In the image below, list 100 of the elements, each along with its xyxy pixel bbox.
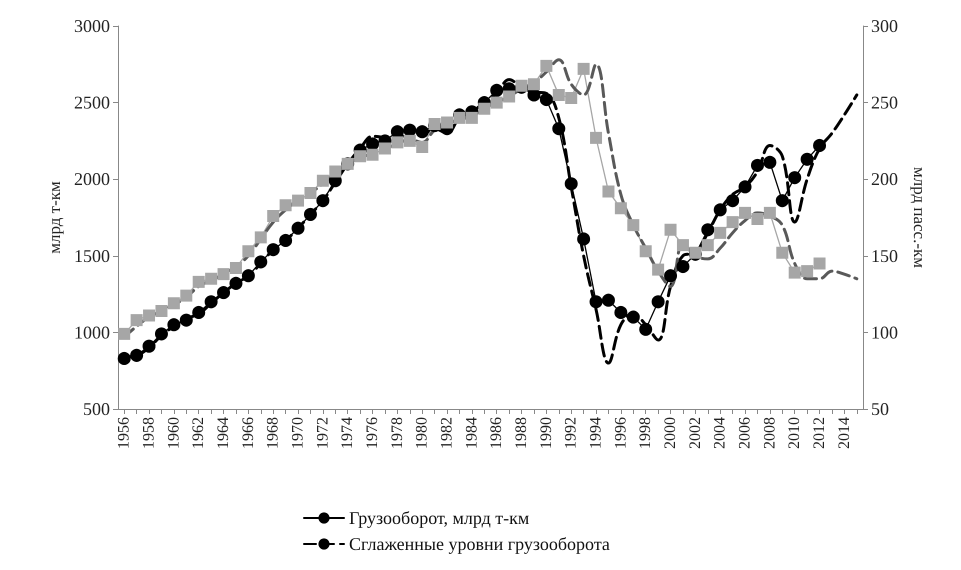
- point: [242, 269, 255, 282]
- x-tick-label: 1986: [488, 417, 506, 449]
- x-tick-label: 2002: [686, 417, 704, 449]
- point: [130, 348, 144, 362]
- x-tick-label: 1974: [339, 417, 356, 449]
- y-tick-label: 3000: [74, 16, 110, 36]
- x-tick-label: 2012: [811, 417, 828, 449]
- point: [776, 246, 788, 259]
- y-tick-label: 2000: [74, 169, 110, 190]
- point: [602, 185, 614, 198]
- y2-tick-label: 50: [871, 399, 889, 419]
- point: [204, 295, 218, 308]
- point: [292, 194, 304, 207]
- point: [180, 314, 193, 327]
- point: [652, 295, 665, 308]
- point: [192, 306, 206, 319]
- point: [552, 122, 566, 136]
- point: [354, 150, 366, 162]
- y2-tick-label: 200: [871, 169, 898, 190]
- point: [750, 158, 764, 172]
- point: [503, 90, 516, 102]
- x-tick-label: 1976: [364, 417, 382, 449]
- point: [763, 156, 776, 169]
- point: [155, 304, 168, 317]
- x-tick-label: 2006: [736, 417, 754, 449]
- point: [118, 352, 131, 365]
- x-tick-label: 2014: [836, 417, 853, 449]
- x-tick-label: 1964: [215, 417, 232, 449]
- point: [416, 125, 429, 138]
- x-tick-label: 1966: [240, 417, 257, 449]
- point: [329, 166, 342, 178]
- point: [466, 112, 478, 124]
- point: [639, 322, 652, 336]
- point: [490, 96, 503, 109]
- point: [292, 222, 305, 235]
- x-tick-label: 1982: [438, 417, 456, 449]
- point: [788, 171, 802, 184]
- point: [304, 186, 316, 199]
- point: [527, 88, 540, 102]
- point: [552, 88, 565, 101]
- x-tick-label: 1978: [388, 417, 406, 449]
- x-tick-label: 1970: [290, 417, 307, 449]
- point: [614, 306, 628, 319]
- x-tick-label: 1984: [463, 417, 480, 449]
- point: [714, 203, 727, 216]
- point: [626, 310, 640, 324]
- point: [366, 137, 380, 150]
- y2-tick-label: 150: [871, 246, 898, 266]
- point: [726, 216, 739, 228]
- point: [738, 180, 752, 194]
- point: [130, 314, 143, 326]
- point: [640, 245, 652, 258]
- x-tick-label: 1962: [190, 417, 208, 449]
- point: [180, 290, 192, 302]
- x-tick-label: 1998: [637, 417, 654, 449]
- point: [242, 245, 254, 258]
- point: [800, 152, 814, 166]
- point: [764, 206, 776, 219]
- point: [776, 194, 789, 208]
- point: [478, 102, 490, 115]
- point: [565, 92, 578, 104]
- point: [267, 210, 280, 222]
- point: [664, 269, 678, 282]
- legend-label: Грузооборот, млрд т-км: [349, 508, 530, 528]
- x-tick-label: 2010: [786, 417, 804, 449]
- point: [602, 294, 615, 307]
- point: [702, 239, 714, 252]
- x-tick-label: 1992: [562, 417, 580, 449]
- y2-tick-label: 250: [871, 92, 898, 113]
- y2-tick-label: 300: [871, 16, 898, 36]
- x-tick-label: 1956: [116, 417, 133, 449]
- point: [590, 295, 603, 308]
- point: [814, 257, 826, 270]
- point: [154, 327, 168, 340]
- point: [316, 194, 330, 208]
- point: [279, 234, 292, 247]
- x-tick-label: 2000: [662, 417, 680, 449]
- point: [614, 202, 627, 214]
- point: [676, 239, 689, 252]
- x-tick-label: 1994: [588, 417, 605, 449]
- x-tick-label: 1958: [140, 417, 158, 449]
- point: [490, 84, 504, 97]
- point: [788, 266, 801, 279]
- y2-axis-title: млрд пасс.-км: [910, 166, 929, 268]
- point: [316, 174, 329, 187]
- point: [217, 286, 230, 300]
- point: [118, 328, 130, 340]
- legend-label: Сглаженные уровни грузооборота: [349, 534, 610, 554]
- x-tick-label: 1990: [538, 417, 555, 449]
- point: [627, 219, 640, 232]
- point: [304, 208, 317, 221]
- point: [254, 255, 268, 268]
- y-tick-label: 1500: [74, 246, 110, 266]
- point: [366, 148, 379, 161]
- point: [230, 262, 242, 274]
- point: [404, 134, 416, 147]
- point: [390, 125, 404, 138]
- point: [664, 224, 677, 236]
- point: [540, 60, 552, 72]
- point: [751, 213, 764, 226]
